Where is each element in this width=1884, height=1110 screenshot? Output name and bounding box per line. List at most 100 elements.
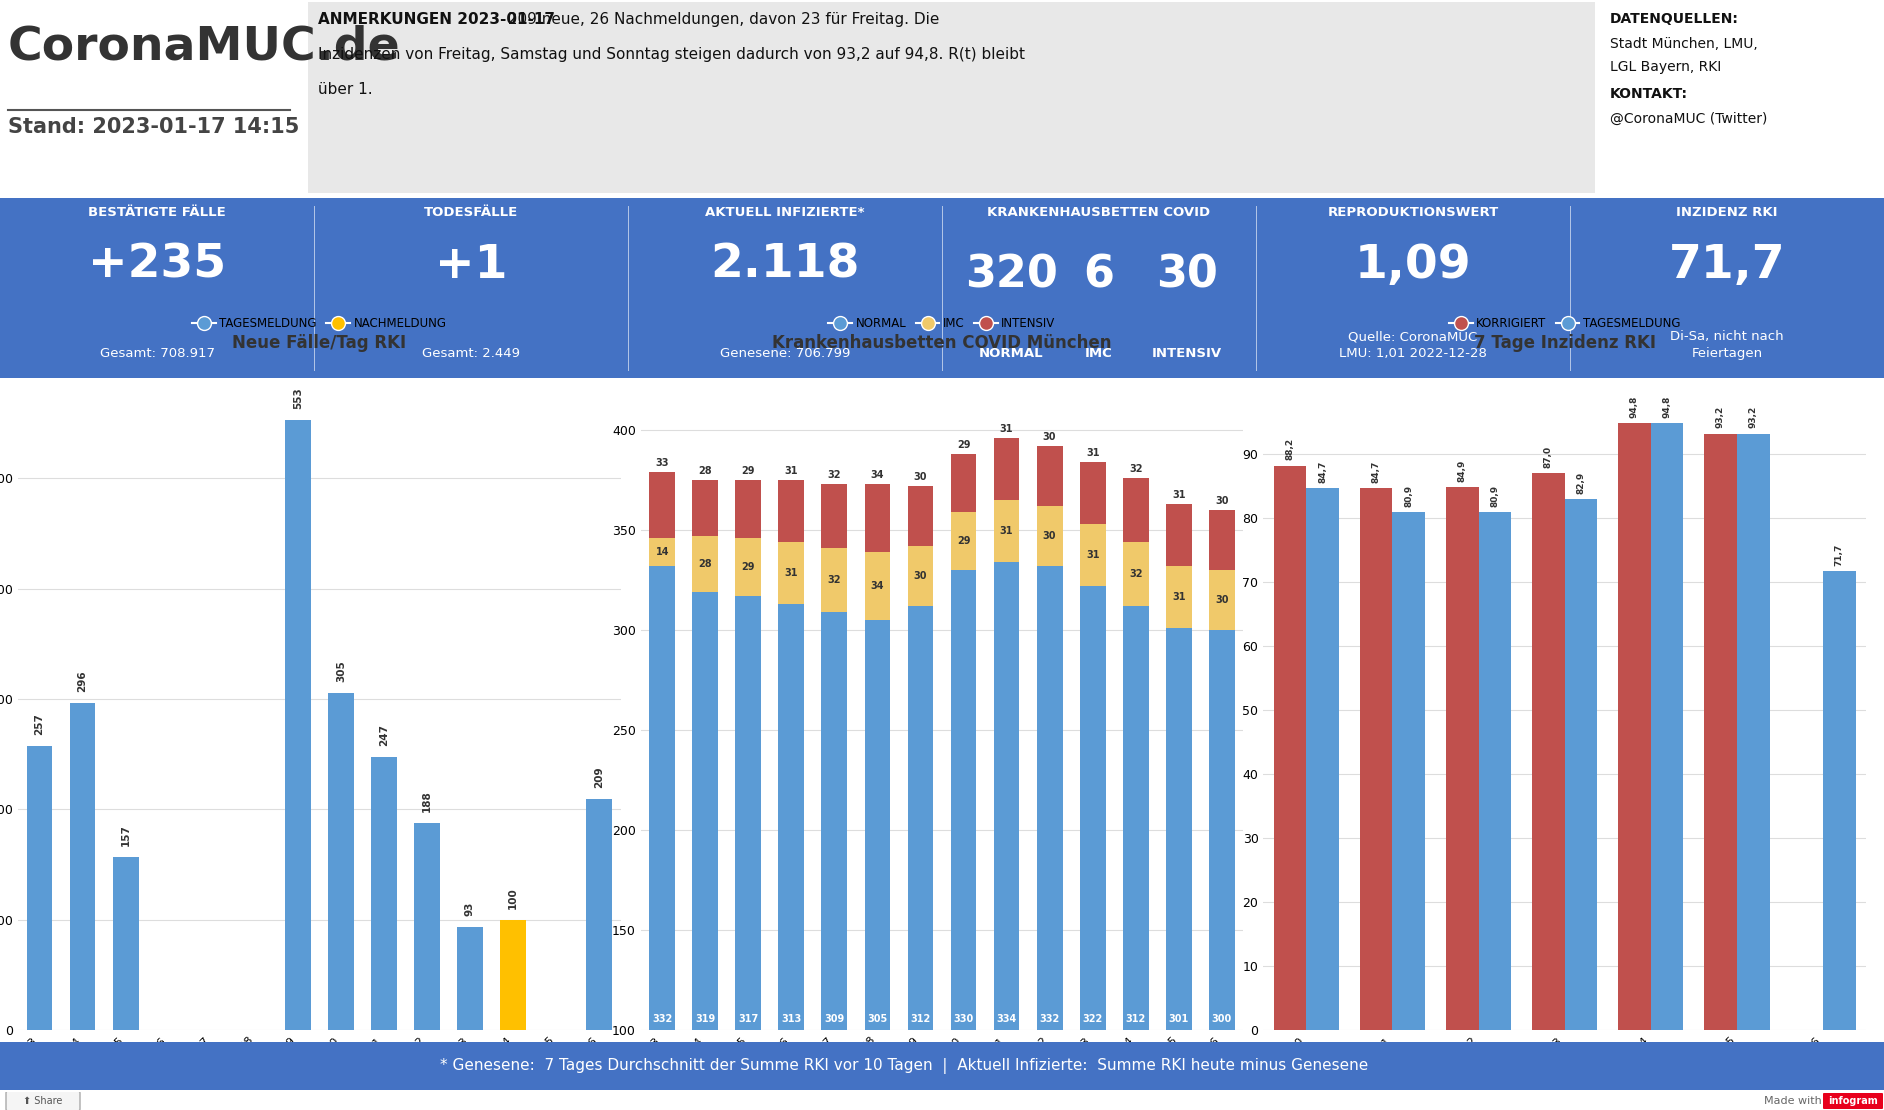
Text: 6: 6 [1083, 253, 1115, 296]
Text: Made with: Made with [1763, 1096, 1822, 1106]
Legend: NORMAL, IMC, INTENSIV: NORMAL, IMC, INTENSIV [823, 313, 1061, 335]
Bar [691, 480, 718, 536]
Text: 300: 300 [1211, 1015, 1232, 1025]
Text: 334: 334 [997, 1015, 1017, 1025]
Text: 29: 29 [957, 536, 970, 546]
Text: 80,9: 80,9 [1490, 485, 1500, 507]
Bar [1532, 473, 1566, 1030]
Bar [691, 536, 718, 592]
Bar [1445, 486, 1479, 1030]
Bar [951, 512, 976, 571]
Legend: KORRIGIERT, TAGESMELDUNG: KORRIGIERT, TAGESMELDUNG [1445, 313, 1684, 335]
Text: 247: 247 [379, 725, 388, 746]
Text: 14: 14 [656, 547, 669, 557]
Text: 1,09: 1,09 [1355, 243, 1471, 287]
Text: 309: 309 [825, 1015, 844, 1025]
Bar [735, 480, 761, 538]
Text: 312: 312 [1125, 1015, 1145, 1025]
Bar [865, 484, 891, 552]
Text: Di-Sa, nicht nach
Feiertagen: Di-Sa, nicht nach Feiertagen [1671, 330, 1784, 360]
Bar [1080, 524, 1106, 586]
Bar [1618, 423, 1650, 1030]
Legend: TAGESMELDUNG, NACHMELDUNG: TAGESMELDUNG, NACHMELDUNG [188, 313, 450, 335]
FancyBboxPatch shape [0, 1042, 1884, 1090]
Text: KONTAKT:: KONTAKT: [1611, 87, 1688, 101]
FancyBboxPatch shape [6, 1091, 79, 1110]
Text: 553: 553 [292, 387, 303, 408]
Text: 313: 313 [782, 1015, 801, 1025]
Bar [1210, 571, 1234, 630]
Bar [650, 538, 674, 566]
Text: CoronaMUC.de: CoronaMUC.de [8, 26, 401, 70]
Bar [951, 454, 976, 512]
Title: Krankenhausbetten COVID München: Krankenhausbetten COVID München [772, 334, 1112, 352]
Text: 30: 30 [1215, 496, 1228, 506]
FancyBboxPatch shape [1824, 1093, 1882, 1109]
Bar [778, 480, 804, 542]
Bar [1392, 512, 1424, 1030]
Text: 29: 29 [742, 466, 755, 476]
FancyBboxPatch shape [0, 198, 1884, 379]
Text: NORMAL: NORMAL [980, 347, 1044, 360]
Text: 33: 33 [656, 458, 669, 468]
Bar [650, 472, 674, 538]
Text: BESTÄTIGTE FÄLLE: BESTÄTIGTE FÄLLE [89, 206, 226, 219]
Text: 320: 320 [965, 253, 1057, 296]
Text: 29: 29 [957, 440, 970, 450]
Text: @CoronaMUC (Twitter): @CoronaMUC (Twitter) [1611, 112, 1767, 127]
FancyBboxPatch shape [307, 2, 1596, 193]
Text: 257: 257 [34, 714, 45, 736]
Text: 31: 31 [784, 466, 799, 476]
Text: 29: 29 [742, 562, 755, 572]
Text: 301: 301 [1168, 1015, 1189, 1025]
Text: +235: +235 [89, 243, 226, 287]
Bar [908, 486, 933, 546]
Bar [371, 757, 398, 1030]
Bar [328, 694, 354, 1030]
Text: INZIDENZ RKI: INZIDENZ RKI [1677, 206, 1778, 219]
Bar [1080, 462, 1106, 524]
Bar [586, 799, 612, 1030]
Text: * Genesene:  7 Tages Durchschnitt der Summe RKI vor 10 Tagen  |  Aktuell Infizie: * Genesene: 7 Tages Durchschnitt der Sum… [441, 1058, 1368, 1074]
Bar [1080, 586, 1106, 1110]
Text: 32: 32 [1129, 569, 1142, 579]
Text: Quelle: CoronaMUC
LMU: 1,01 2022-12-28: Quelle: CoronaMUC LMU: 1,01 2022-12-28 [1340, 330, 1486, 360]
Text: 312: 312 [910, 1015, 931, 1025]
Text: 31: 31 [1085, 549, 1100, 561]
Text: 84,7: 84,7 [1319, 461, 1326, 483]
Text: 34: 34 [870, 581, 884, 591]
Text: 34: 34 [870, 470, 884, 480]
Text: ⬆ Share: ⬆ Share [23, 1096, 62, 1106]
Text: 30: 30 [1044, 531, 1057, 541]
Bar [821, 484, 848, 548]
Bar [821, 548, 848, 612]
Bar [1166, 566, 1193, 628]
Bar [1036, 566, 1063, 1110]
Bar [1824, 572, 1856, 1030]
Bar [113, 857, 139, 1030]
Text: 87,0: 87,0 [1543, 446, 1552, 468]
Bar [70, 704, 96, 1030]
Text: Stand: 2023-01-17 14:15: Stand: 2023-01-17 14:15 [8, 117, 300, 137]
Text: 28: 28 [699, 466, 712, 476]
Text: 319: 319 [695, 1015, 716, 1025]
Bar [284, 420, 311, 1030]
Bar [993, 500, 1019, 562]
Bar [458, 927, 482, 1030]
Text: ANMERKUNGEN 2023-01-17: ANMERKUNGEN 2023-01-17 [318, 12, 556, 27]
Text: TODESFÄLLE: TODESFÄLLE [424, 206, 518, 219]
Bar [1737, 434, 1769, 1030]
Text: 332: 332 [1040, 1015, 1059, 1025]
Text: REPRODUKTIONSWERT: REPRODUKTIONSWERT [1328, 206, 1498, 219]
Text: 30: 30 [1157, 253, 1217, 296]
Bar [414, 823, 439, 1030]
Text: 31: 31 [784, 568, 799, 578]
Text: 71,7: 71,7 [1669, 243, 1786, 287]
Text: über 1.: über 1. [318, 82, 373, 97]
Bar [1166, 628, 1193, 1110]
Text: 30: 30 [914, 571, 927, 581]
Text: Genesene: 706.799: Genesene: 706.799 [720, 347, 850, 360]
Bar [865, 620, 891, 1110]
Text: 71,7: 71,7 [1835, 544, 1844, 566]
Text: IMC: IMC [1085, 347, 1113, 360]
